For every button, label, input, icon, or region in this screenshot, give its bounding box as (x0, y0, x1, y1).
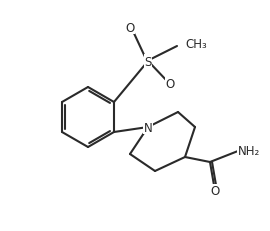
Text: CH₃: CH₃ (185, 38, 207, 51)
Text: NH₂: NH₂ (238, 145, 260, 158)
Text: O: O (166, 78, 175, 91)
Text: N: N (144, 121, 152, 134)
Text: O: O (210, 185, 220, 198)
Text: S: S (144, 55, 152, 68)
Text: O: O (125, 21, 135, 34)
